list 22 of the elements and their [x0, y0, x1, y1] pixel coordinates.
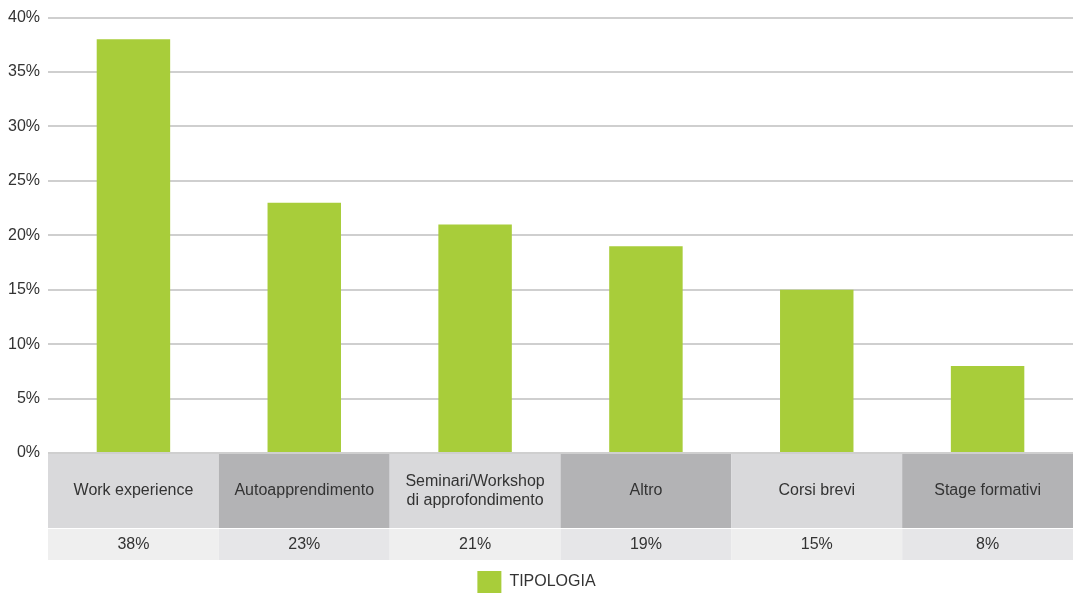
x-tick-label: Autoapprendimento	[234, 481, 375, 499]
x-tick-label: Corsi brevi	[778, 481, 855, 499]
x-tick-label: Stage formativi	[934, 481, 1041, 499]
y-tick-label: 0%	[16, 443, 41, 461]
data-label: 38%	[117, 534, 150, 552]
y-tick-label: 20%	[7, 225, 41, 243]
x-tick-label: Seminari/Workshop di approfondimento	[405, 471, 545, 508]
x-tick-label: Altro	[629, 481, 663, 499]
y-tick-label: 40%	[7, 8, 41, 26]
legend-label: TIPOLOGIA	[509, 572, 596, 590]
y-tick-label: 5%	[16, 388, 41, 406]
data-label: 21%	[459, 534, 492, 552]
data-label: 19%	[629, 534, 662, 552]
data-label: 23%	[288, 534, 321, 552]
data-label: 15%	[800, 534, 833, 552]
y-tick-label: 10%	[7, 334, 41, 352]
y-tick-label: 35%	[7, 62, 41, 80]
data-label: 8%	[976, 534, 1000, 552]
x-tick-label: Work experience	[73, 481, 194, 499]
y-tick-label: 15%	[7, 280, 41, 298]
y-tick-label: 25%	[7, 171, 41, 189]
y-tick-label: 30%	[7, 116, 41, 134]
